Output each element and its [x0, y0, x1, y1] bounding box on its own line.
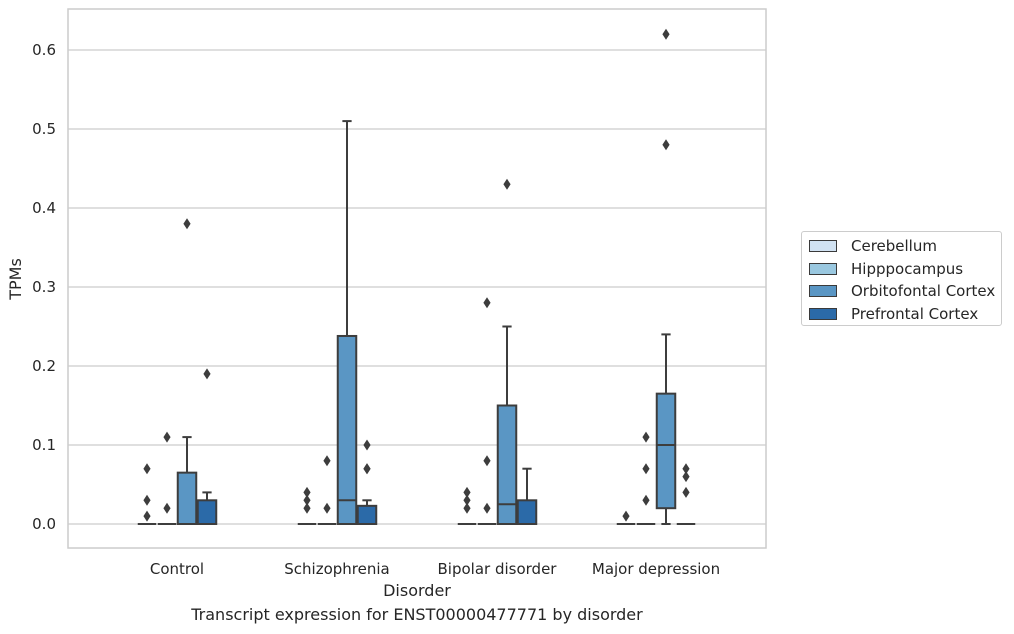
box-body: [356, 504, 378, 525]
outlier-point: [483, 455, 491, 467]
outlier-point: [203, 368, 211, 380]
legend-item: Cerebellum: [809, 235, 1001, 258]
box-body: [176, 471, 198, 525]
box-series: [137, 28, 696, 526]
y-tick-label: 0.3: [32, 278, 56, 296]
outlier-point: [503, 178, 511, 190]
y-tick-label: 0.2: [32, 357, 56, 375]
y-tick-label: 0.4: [32, 199, 56, 217]
x-tick-label: Major depression: [592, 560, 720, 578]
outlier-point: [323, 502, 331, 514]
box-cerebellum: [616, 510, 636, 525]
x-tick-labels: Control Schizophrenia Bipolar disorder Majo…: [150, 560, 720, 578]
legend-label: Prefrontal Cortex: [851, 304, 979, 323]
box-orbitofontal-cortex: [176, 218, 198, 525]
legend-label: Hipppocampus: [851, 259, 964, 278]
box-prefrontal-cortex: [516, 467, 538, 525]
outlier-point: [363, 463, 371, 475]
legend-item: Hipppocampus: [809, 258, 1001, 281]
box-prefrontal-cortex: [676, 463, 696, 525]
legend-item: Orbitofontal Cortex: [809, 280, 1001, 303]
outlier-point: [463, 486, 471, 498]
box-orbitofontal-cortex: [496, 178, 518, 525]
box-cerebellum: [457, 486, 477, 525]
legend-swatch: [809, 285, 837, 298]
legend-swatch: [809, 262, 837, 275]
legend: Cerebellum Hipppocampus Orbitofontal Corte…: [801, 231, 1002, 326]
x-tick-label: Schizophrenia: [284, 560, 389, 578]
outlier-point: [303, 486, 311, 498]
figure-caption: Transcript expression for ENST0000047777…: [191, 605, 643, 624]
legend-swatch: [809, 307, 837, 320]
box-orbitofontal-cortex: [336, 120, 358, 526]
x-axis-label: Disorder: [383, 581, 451, 600]
outlier-point: [303, 502, 311, 514]
box-prefrontal-cortex: [196, 368, 218, 525]
outlier-point: [163, 431, 171, 443]
legend-label: Cerebellum: [851, 237, 937, 256]
outlier-point: [363, 439, 371, 451]
outlier-point: [143, 494, 151, 506]
box-body: [496, 404, 518, 525]
outlier-point: [682, 463, 690, 475]
box-hipppocampus: [477, 297, 497, 525]
outlier-point: [642, 494, 650, 506]
outlier-point: [662, 28, 670, 40]
y-tick-labels: 0.0 0.1 0.2 0.3 0.4 0.5 0.6: [32, 41, 56, 533]
grid-lines: [68, 49, 766, 525]
outlier-point: [642, 431, 650, 443]
box-plot: 0.0 0.1 0.2 0.3 0.4 0.5 0.6 Control Schizophren…: [6, 8, 767, 600]
y-tick-label: 0.6: [32, 41, 56, 59]
box-body: [655, 392, 677, 510]
outlier-point: [483, 297, 491, 309]
box-cerebellum: [137, 463, 157, 525]
box-hipppocampus: [157, 431, 177, 525]
box-hipppocampus: [636, 431, 656, 525]
outlier-point: [463, 494, 471, 506]
box-body: [516, 499, 538, 525]
outlier-point: [662, 139, 670, 151]
outlier-point: [622, 510, 630, 522]
box-body: [196, 499, 218, 525]
y-axis-label: TPMs: [6, 258, 25, 301]
outlier-point: [143, 463, 151, 475]
outlier-point: [682, 471, 690, 483]
legend-swatch: [809, 240, 837, 253]
box-orbitofontal-cortex: [655, 28, 677, 525]
outlier-point: [303, 494, 311, 506]
x-tick-label: Control: [150, 560, 204, 578]
legend-item: Prefrontal Cortex: [809, 303, 1001, 326]
outlier-point: [463, 502, 471, 514]
outlier-point: [483, 502, 491, 514]
outlier-point: [682, 486, 690, 498]
outlier-point: [642, 463, 650, 475]
outlier-point: [183, 218, 191, 230]
y-tick-label: 0.0: [32, 515, 56, 533]
x-tick-label: Bipolar disorder: [438, 560, 558, 578]
outlier-point: [163, 502, 171, 514]
box-prefrontal-cortex: [356, 439, 378, 525]
box-cerebellum: [297, 486, 317, 525]
outlier-point: [323, 455, 331, 467]
legend-label: Orbitofontal Cortex: [851, 282, 996, 301]
y-tick-label: 0.5: [32, 120, 56, 138]
box-hipppocampus: [317, 455, 337, 525]
outlier-point: [143, 510, 151, 522]
plot-frame: [67, 8, 767, 549]
y-tick-label: 0.1: [32, 436, 56, 454]
box-body: [336, 334, 358, 526]
